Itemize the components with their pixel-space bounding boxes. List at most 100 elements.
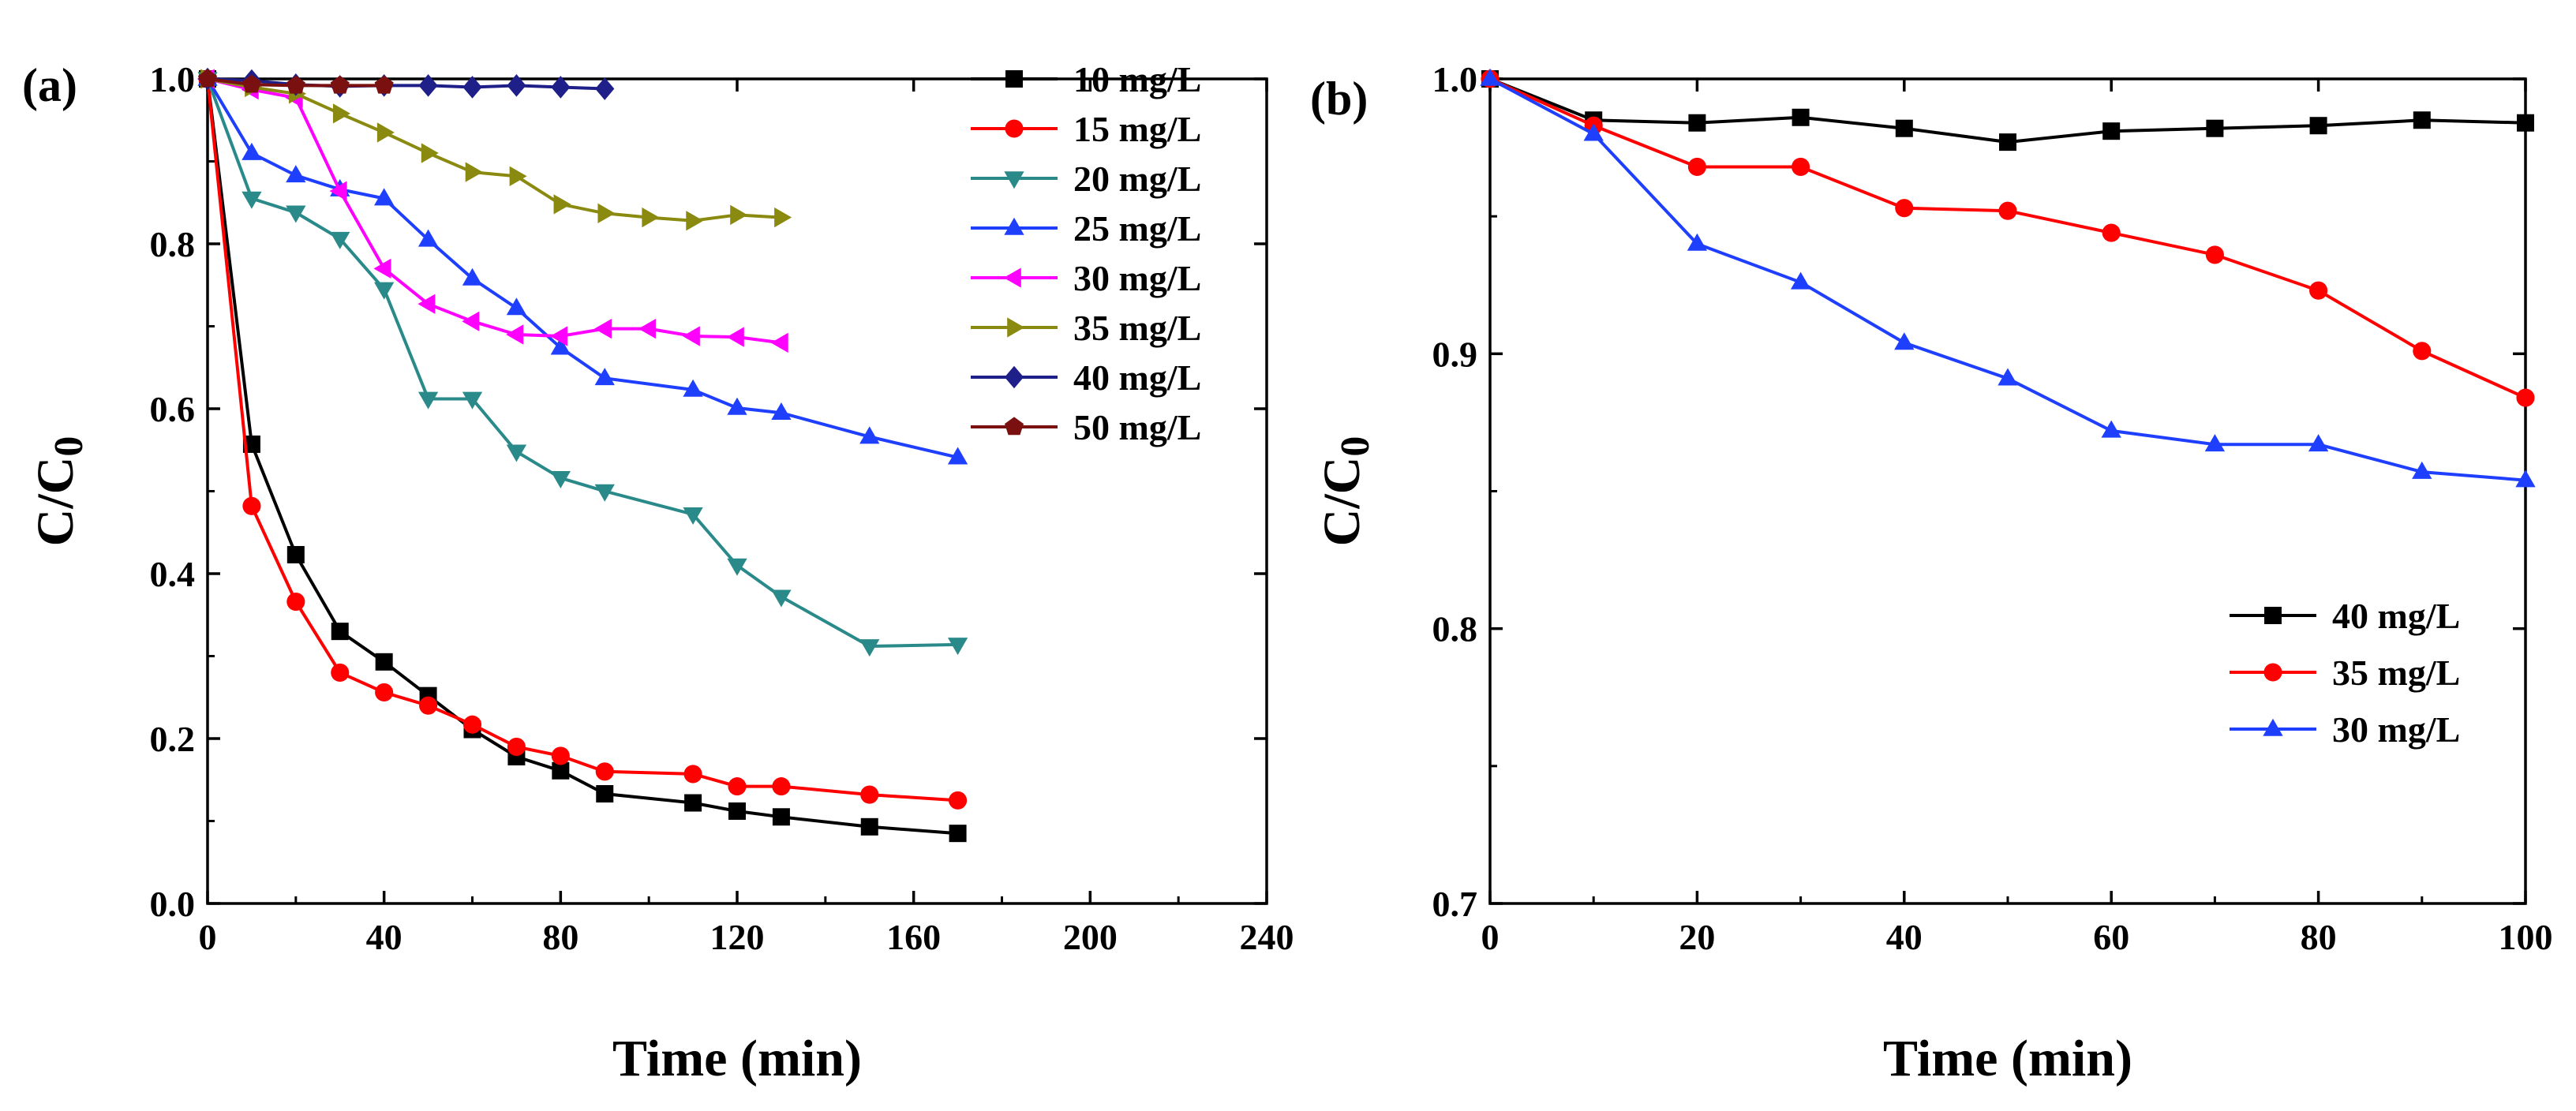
x-tick-label: 120 bbox=[710, 917, 765, 957]
legend-label: 30 mg/L bbox=[1073, 258, 1201, 298]
legend-label: 40 mg/L bbox=[1073, 357, 1201, 398]
data-point bbox=[2102, 122, 2121, 140]
data-point bbox=[1688, 114, 1706, 132]
data-point bbox=[2206, 119, 2224, 137]
panel-label: (a) bbox=[22, 59, 77, 111]
data-point bbox=[506, 297, 527, 316]
data-point bbox=[1687, 233, 1708, 251]
data-point bbox=[772, 808, 790, 826]
legend-label: 15 mg/L bbox=[1073, 109, 1201, 149]
legend-marker bbox=[1005, 70, 1023, 88]
data-point bbox=[1687, 157, 1706, 177]
legend-item: 40 mg/L bbox=[971, 357, 1201, 398]
data-point bbox=[594, 484, 615, 502]
legend-item: 15 mg/L bbox=[971, 109, 1201, 149]
legend-marker bbox=[1004, 417, 1024, 436]
data-point bbox=[550, 470, 571, 488]
data-point bbox=[1895, 119, 1913, 137]
data-point bbox=[947, 638, 968, 656]
data-point bbox=[286, 592, 305, 612]
data-point bbox=[2309, 281, 2328, 300]
data-point bbox=[465, 162, 483, 182]
data-point bbox=[197, 69, 218, 88]
legend-item: 10 mg/L bbox=[971, 59, 1201, 99]
legend-label: 40 mg/L bbox=[2332, 596, 2460, 636]
x-tick-label: 40 bbox=[366, 917, 402, 957]
data-point bbox=[774, 207, 792, 228]
data-point bbox=[553, 194, 571, 215]
data-point bbox=[726, 327, 744, 347]
data-point bbox=[730, 204, 748, 226]
data-point bbox=[771, 589, 792, 608]
data-point bbox=[1998, 368, 2018, 386]
data-point bbox=[286, 165, 306, 183]
data-point bbox=[462, 391, 483, 410]
legend-label: 35 mg/L bbox=[1073, 308, 1201, 348]
legend-label: 20 mg/L bbox=[1073, 159, 1201, 199]
panel-label: (b) bbox=[1310, 73, 1368, 125]
data-point bbox=[2516, 388, 2535, 407]
data-point bbox=[1792, 157, 1810, 177]
data-point bbox=[329, 181, 347, 201]
data-point bbox=[947, 447, 968, 465]
data-point bbox=[2204, 434, 2226, 452]
legend-item: 50 mg/L bbox=[971, 407, 1201, 447]
data-point bbox=[684, 794, 702, 812]
series-40-mg-l bbox=[197, 67, 615, 100]
legend-item: 35 mg/L bbox=[971, 308, 1201, 348]
legend-marker bbox=[1004, 365, 1024, 389]
data-point bbox=[550, 326, 568, 346]
legend-item: 40 mg/L bbox=[2230, 596, 2460, 636]
data-point bbox=[596, 785, 614, 803]
y-tick-label: 0.6 bbox=[150, 389, 196, 429]
legend-marker bbox=[1004, 171, 1024, 189]
legend-item: 30 mg/L bbox=[971, 258, 1201, 298]
x-tick-label: 200 bbox=[1063, 917, 1118, 957]
data-point bbox=[242, 191, 262, 209]
data-point bbox=[462, 76, 482, 99]
data-point bbox=[242, 142, 262, 160]
data-point bbox=[417, 294, 436, 314]
data-point bbox=[594, 368, 615, 386]
x-tick-label: 240 bbox=[1240, 917, 1294, 957]
data-point bbox=[1792, 108, 1810, 126]
data-point bbox=[949, 825, 967, 843]
legend: 10 mg/L 15 mg/L 20 mg/L 25 mg/L 30 mg/L 35 mg… bbox=[971, 59, 1201, 447]
data-point bbox=[374, 188, 395, 206]
x-tick-label: 60 bbox=[2093, 917, 2129, 957]
data-point bbox=[2205, 245, 2224, 264]
x-tick-label: 0 bbox=[199, 917, 217, 957]
y-tick-label: 0.0 bbox=[150, 884, 196, 924]
data-point bbox=[286, 75, 305, 94]
data-point bbox=[594, 318, 612, 339]
data-point bbox=[462, 715, 482, 734]
data-point bbox=[2517, 114, 2534, 132]
y-tick-label: 0.4 bbox=[150, 554, 196, 594]
data-point bbox=[595, 77, 615, 100]
x-axis-title: Time (min) bbox=[612, 1030, 862, 1087]
data-point bbox=[1480, 68, 1500, 86]
legend-item: 25 mg/L bbox=[971, 208, 1201, 249]
data-point bbox=[417, 391, 439, 410]
data-point bbox=[330, 75, 350, 94]
data-point bbox=[2413, 342, 2432, 361]
data-point bbox=[462, 311, 480, 331]
legend-marker bbox=[1003, 267, 1021, 288]
data-point bbox=[417, 229, 439, 247]
data-point bbox=[506, 444, 527, 462]
y-tick-label: 0.2 bbox=[150, 719, 196, 759]
data-point bbox=[772, 777, 791, 796]
data-point bbox=[683, 507, 703, 525]
data-point bbox=[2413, 111, 2431, 129]
x-tick-label: 80 bbox=[2301, 917, 2337, 957]
data-point bbox=[2515, 469, 2536, 488]
data-point bbox=[376, 122, 395, 143]
legend-marker bbox=[2264, 607, 2282, 624]
data-point bbox=[1583, 123, 1604, 141]
data-point bbox=[331, 663, 350, 682]
data-point bbox=[286, 545, 305, 563]
data-point bbox=[770, 332, 788, 354]
data-point bbox=[506, 324, 524, 345]
